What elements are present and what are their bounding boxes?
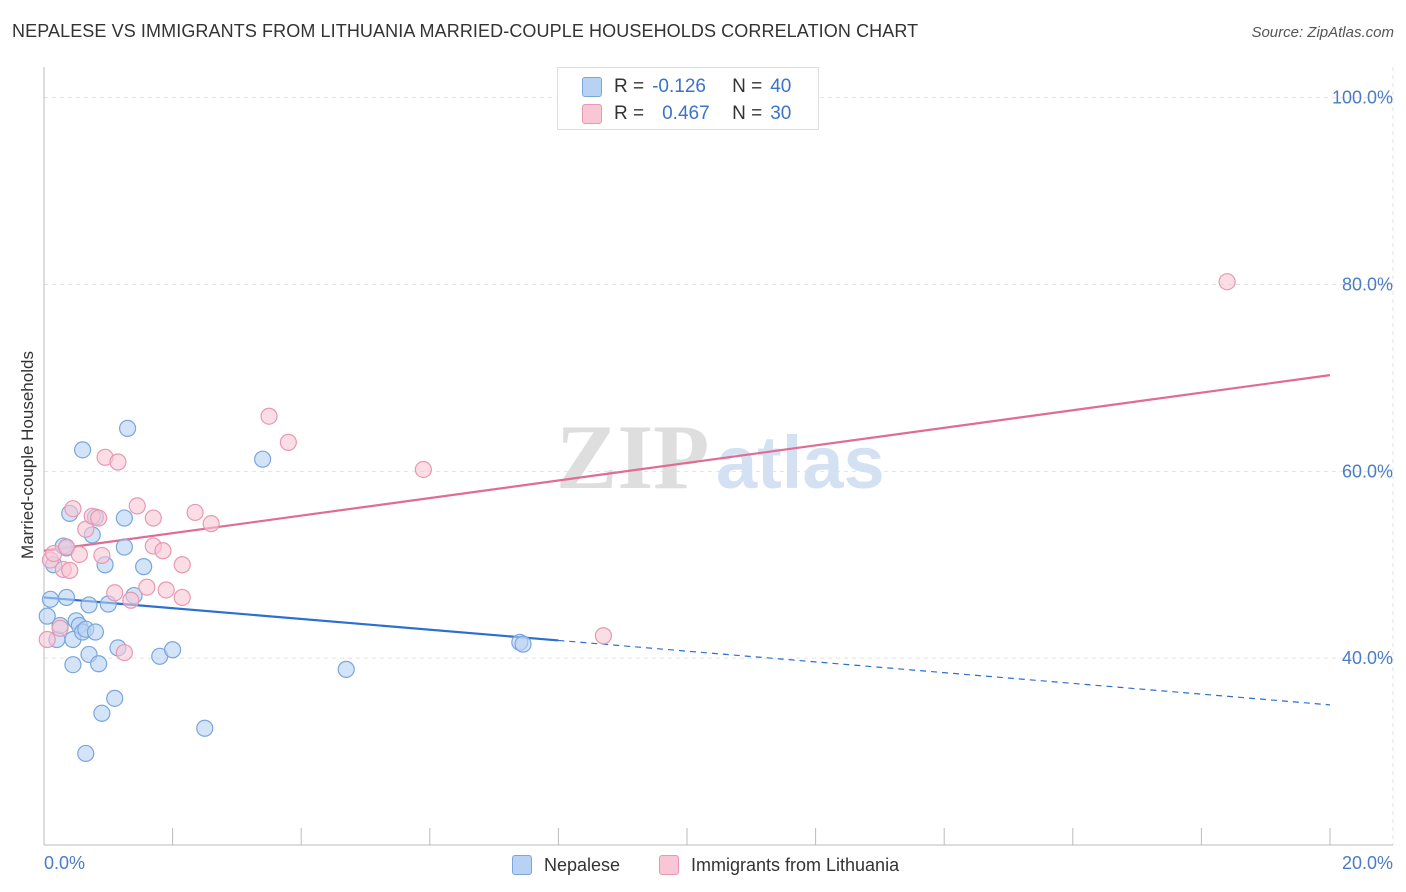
- r-label: R =: [614, 103, 645, 124]
- nepalese-point: [41, 590, 60, 608]
- lithuania-point: [128, 497, 146, 515]
- legend-item-lithuania[interactable]: Immigrants from Lithuania: [659, 852, 899, 878]
- nepalese-point: [80, 596, 98, 614]
- chart-title: NEPALESE VS IMMIGRANTS FROM LITHUANIA MA…: [12, 21, 919, 41]
- lithuania-point: [279, 433, 297, 451]
- lithuania-point: [115, 643, 133, 662]
- nepalese-point: [106, 689, 124, 707]
- nepalese-point: [514, 635, 532, 653]
- nepalese-point: [57, 588, 76, 607]
- lithuania-legend-label: Immigrants from Lithuania: [691, 854, 900, 875]
- watermark-zip: ZIP: [556, 406, 709, 508]
- source-label: Source: ZipAtlas.com: [1251, 24, 1394, 41]
- nepalese-point: [337, 660, 355, 678]
- nepalese-point: [164, 641, 182, 659]
- nepalese-point: [73, 441, 92, 459]
- lithuania-point: [414, 460, 432, 479]
- x-tick-label: 20.0%: [1342, 853, 1393, 873]
- nepalese-trend-extension: [558, 639, 1331, 706]
- lithuania-swatch: [582, 104, 602, 124]
- r-label: R =: [614, 76, 645, 97]
- lithuania-point: [186, 503, 204, 522]
- n-label: N =: [732, 103, 763, 124]
- lithuania-point: [1218, 273, 1236, 291]
- axes: [43, 67, 1393, 846]
- lithuania-r-value: 0.467: [662, 103, 710, 124]
- nepalese-swatch: [582, 77, 602, 97]
- legend-item-nepalese[interactable]: Nepalese: [512, 852, 620, 878]
- lithuania-point: [594, 627, 613, 645]
- nepalese-point: [196, 719, 214, 737]
- lithuania-legend-swatch: [659, 855, 679, 875]
- nepalese-point: [90, 655, 108, 673]
- lithuania-point: [70, 545, 88, 564]
- nepalese-point: [86, 623, 105, 641]
- lithuania-point: [138, 578, 156, 596]
- lithuania-point: [144, 509, 162, 527]
- lithuania-point: [157, 581, 175, 599]
- y-tick-label: 100.0%: [1332, 88, 1393, 108]
- watermark-atlas: atlas: [716, 421, 885, 504]
- nepalese-point: [115, 538, 133, 556]
- nepalese-point: [115, 509, 133, 527]
- lithuania-point: [51, 619, 69, 637]
- y-tick-label: 40.0%: [1342, 648, 1393, 668]
- nepalese-r-value: -0.126: [652, 76, 706, 97]
- legend-row-nepalese: R = -0.126 N = 40: [582, 75, 791, 99]
- lithuania-trend-line: [43, 374, 1331, 552]
- tick-labels: 40.0% 60.0% 80.0% 100.0% 0.0% 20.0%: [44, 88, 1393, 873]
- series-legend: Nepalese Immigrants from Lithuania: [0, 852, 1406, 878]
- nepalese-trend-line: [43, 596, 559, 642]
- legend-row-lithuania: R = 0.467 N = 30: [582, 102, 791, 126]
- lithuania-point: [106, 584, 124, 602]
- lithuania-point: [260, 407, 278, 425]
- lithuania-point: [173, 588, 191, 607]
- nepalese-point: [64, 656, 82, 674]
- lithuania-point: [109, 453, 127, 471]
- n-label: N =: [732, 76, 763, 97]
- x-tick-label: 0.0%: [44, 853, 85, 873]
- nepalese-n-value: 40: [770, 76, 792, 97]
- lithuania-point: [90, 509, 108, 527]
- nepalese-point: [118, 419, 137, 437]
- nepalese-legend-label: Nepalese: [544, 854, 621, 875]
- lithuania-point: [64, 500, 82, 518]
- nepalese-point: [135, 558, 153, 576]
- data-points: [38, 273, 1236, 763]
- nepalese-point: [93, 704, 111, 722]
- nepalese-point: [38, 607, 56, 625]
- y-tick-label: 60.0%: [1342, 461, 1393, 481]
- lithuania-point: [57, 538, 76, 556]
- y-tick-label: 80.0%: [1342, 275, 1393, 295]
- lithuania-n-value: 30: [770, 103, 792, 124]
- lithuania-point: [61, 561, 79, 579]
- lithuania-point: [38, 630, 56, 649]
- correlation-legend: R = -0.126 N = 40 R = 0.467 N = 30: [557, 67, 819, 130]
- nepalese-point: [77, 744, 95, 763]
- nepalese-point: [254, 450, 272, 468]
- lithuania-point: [154, 542, 172, 560]
- watermark: ZIP atlas: [556, 406, 885, 508]
- lithuania-point: [122, 591, 140, 609]
- lithuania-point: [173, 556, 191, 574]
- lithuania-point: [93, 546, 111, 565]
- y-axis-label: Married-couple Households: [18, 351, 37, 559]
- nepalese-legend-swatch: [512, 855, 532, 875]
- lithuania-point: [202, 515, 220, 533]
